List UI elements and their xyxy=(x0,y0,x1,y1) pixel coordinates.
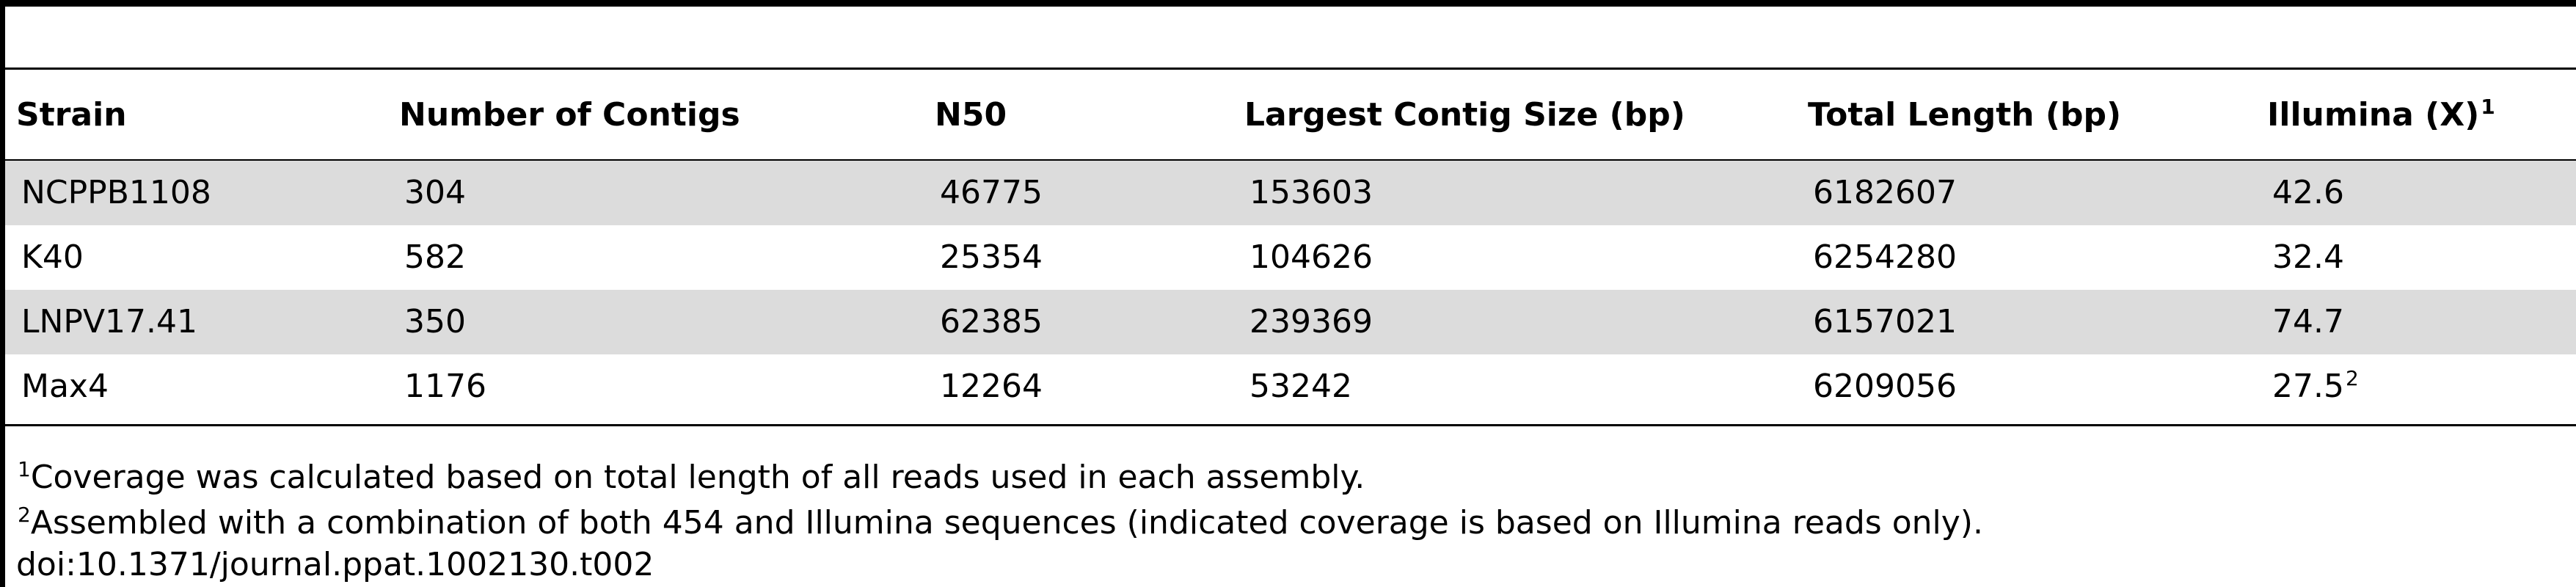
header-illumina-label: Illumina (X) xyxy=(2267,96,2480,134)
footnote-1: 1Coverage was calculated based on total … xyxy=(16,456,1365,500)
cell-illumina-value: 74.7 xyxy=(2272,303,2344,340)
cell-illumina-value: 27.5 xyxy=(2272,368,2344,405)
doi-link[interactable]: doi:10.1371/journal.ppat.1002130.t002 xyxy=(16,546,654,583)
cell-illumina: 42.6 xyxy=(2272,161,2346,225)
cell-illumina-marker: 2 xyxy=(2345,366,2359,390)
header-number-of-contigs: Number of Contigs xyxy=(399,96,740,134)
cell-n50: 12264 xyxy=(940,368,1043,405)
cell-n50: 46775 xyxy=(940,174,1043,211)
footnote-2-marker: 2 xyxy=(18,503,31,527)
footnote-2: 2Assembled with a combination of both 45… xyxy=(16,501,1983,545)
top-border xyxy=(0,0,2576,7)
table-bottom-rule xyxy=(5,424,2576,426)
header-n50: N50 xyxy=(935,96,1007,134)
cell-total: 6157021 xyxy=(1813,303,1957,340)
header-strain: Strain xyxy=(16,96,127,134)
cell-largest: 153603 xyxy=(1249,174,1373,211)
cell-largest: 104626 xyxy=(1249,238,1373,276)
cell-contigs: 1176 xyxy=(404,368,486,405)
cell-strain: NCPPB1108 xyxy=(21,174,211,211)
table-row: Max4 1176 12264 53242 6209056 27.52 xyxy=(5,354,2576,419)
cell-illumina-value: 42.6 xyxy=(2272,174,2344,211)
footnote-1-text: Coverage was calculated based on total l… xyxy=(30,459,1365,496)
cell-strain: Max4 xyxy=(21,368,109,405)
cell-contigs: 582 xyxy=(404,238,466,276)
header-top-rule xyxy=(5,68,2576,70)
cell-total: 6209056 xyxy=(1813,368,1957,405)
left-border xyxy=(0,0,5,587)
cell-n50: 62385 xyxy=(940,303,1043,340)
cell-illumina: 27.52 xyxy=(2272,354,2359,419)
header-illumina-footnote-marker: 1 xyxy=(2481,95,2495,119)
cell-illumina: 32.4 xyxy=(2272,225,2346,290)
cell-strain: K40 xyxy=(21,238,84,276)
cell-largest: 239369 xyxy=(1249,303,1373,340)
cell-contigs: 350 xyxy=(404,303,466,340)
cell-largest: 53242 xyxy=(1249,368,1352,405)
header-bottom-rule xyxy=(5,159,2576,161)
header-largest-contig-size: Largest Contig Size (bp) xyxy=(1244,96,1685,134)
cell-illumina-value: 32.4 xyxy=(2272,238,2344,276)
footnote-2-text: Assembled with a combination of both 454… xyxy=(30,504,1983,542)
table-row: K40 582 25354 104626 6254280 32.4 xyxy=(5,225,2576,290)
footnote-1-marker: 1 xyxy=(18,457,31,481)
cell-contigs: 304 xyxy=(404,174,466,211)
cell-total: 6182607 xyxy=(1813,174,1957,211)
table-row: LNPV17.41 350 62385 239369 6157021 74.7 xyxy=(5,290,2576,354)
table-row: NCPPB1108 304 46775 153603 6182607 42.6 xyxy=(5,161,2576,225)
header-total-length: Total Length (bp) xyxy=(1808,96,2122,134)
cell-total: 6254280 xyxy=(1813,238,1957,276)
cell-n50: 25354 xyxy=(940,238,1043,276)
header-illumina: Illumina (X)1 xyxy=(2267,72,2495,158)
cell-strain: LNPV17.41 xyxy=(21,303,198,340)
cell-illumina: 74.7 xyxy=(2272,290,2346,354)
